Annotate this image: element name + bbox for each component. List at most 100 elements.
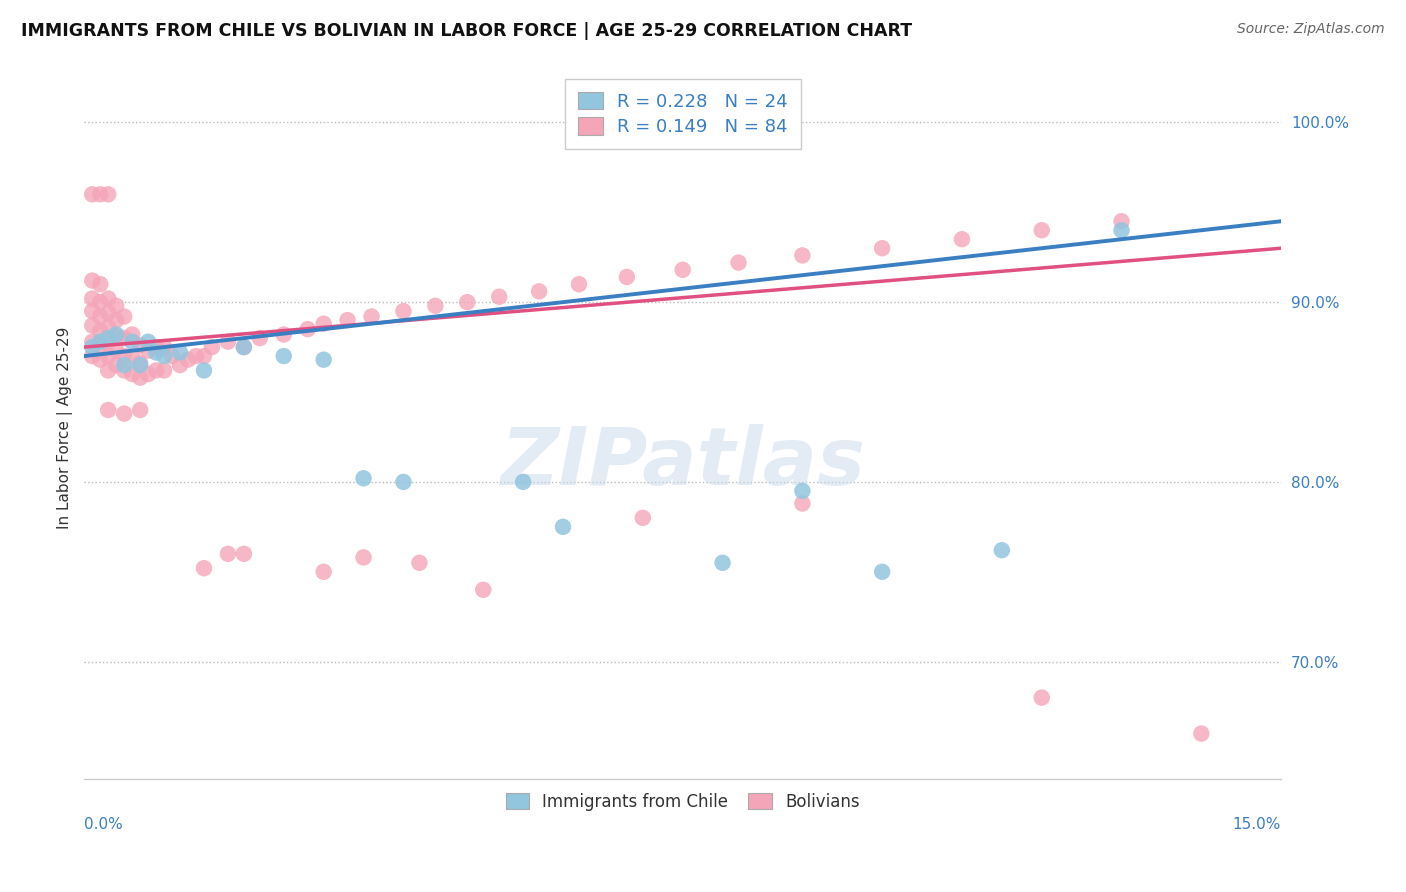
Point (273, 349, 295, 363)
Point (392, 475, 415, 489)
Point (1189, 726, 1212, 740)
Text: IMMIGRANTS FROM CHILE VS BOLIVIAN IN LABOR FORCE | AGE 25-29 CORRELATION CHART: IMMIGRANTS FROM CHILE VS BOLIVIAN IN LAB… (21, 22, 912, 40)
Point (727, 255, 749, 269)
Point (527, 285, 550, 299)
Point (1111, 223, 1133, 237)
Point (392, 304, 415, 318)
Text: 15.0%: 15.0% (1233, 817, 1281, 832)
Point (89, 338, 111, 352)
Point (616, 270, 638, 285)
Point (129, 370, 152, 384)
Point (112, 331, 135, 345)
Point (129, 358, 152, 372)
Point (105, 327, 128, 342)
Point (145, 340, 167, 354)
Point (82, 334, 104, 349)
Point (89, 324, 111, 338)
Point (870, 565, 893, 579)
Point (360, 310, 382, 324)
Point (97, 306, 120, 320)
Text: Source: ZipAtlas.com: Source: ZipAtlas.com (1237, 22, 1385, 37)
Point (312, 352, 335, 367)
Point (89, 295, 111, 310)
Point (105, 358, 128, 372)
Point (153, 363, 176, 377)
Text: ZIPatlas: ZIPatlas (501, 424, 865, 502)
Point (105, 299, 128, 313)
Point (89, 310, 111, 324)
Point (129, 403, 152, 417)
Point (82, 187, 104, 202)
Point (1111, 214, 1133, 228)
Point (950, 232, 973, 246)
Point (153, 340, 176, 354)
Point (512, 475, 534, 489)
Point (711, 556, 734, 570)
Point (312, 565, 335, 579)
Point (121, 334, 143, 349)
Legend: Immigrants from Chile, Bolivians: Immigrants from Chile, Bolivians (498, 785, 868, 819)
Point (105, 329, 128, 343)
Point (82, 340, 104, 354)
Point (105, 313, 128, 327)
Point (97, 334, 120, 349)
Point (136, 334, 159, 349)
Point (568, 277, 591, 292)
Point (177, 352, 200, 367)
Point (217, 334, 239, 349)
Point (89, 187, 111, 202)
Point (136, 367, 159, 381)
Point (129, 356, 152, 370)
Point (82, 318, 104, 333)
Point (232, 340, 254, 354)
Point (112, 310, 135, 324)
Point (97, 363, 120, 377)
Point (297, 322, 319, 336)
Point (169, 345, 191, 359)
Point (353, 471, 375, 485)
Point (136, 343, 159, 358)
Point (631, 511, 654, 525)
Point (105, 343, 128, 358)
Point (82, 304, 104, 318)
Point (672, 262, 695, 277)
Point (121, 367, 143, 381)
Point (121, 349, 143, 363)
Point (1031, 690, 1053, 705)
Point (193, 561, 215, 575)
Point (97, 187, 120, 202)
Point (97, 292, 120, 306)
Point (353, 550, 375, 565)
Point (89, 352, 111, 367)
Point (97, 403, 120, 417)
Point (145, 345, 167, 359)
Point (273, 327, 295, 342)
Point (129, 338, 152, 352)
Point (112, 349, 135, 363)
Point (112, 407, 135, 421)
Point (112, 358, 135, 372)
Point (991, 543, 1014, 558)
Point (249, 331, 271, 345)
Point (217, 547, 239, 561)
Point (97, 349, 120, 363)
Point (160, 349, 183, 363)
Point (232, 340, 254, 354)
Point (112, 363, 135, 377)
Point (82, 274, 104, 288)
Point (551, 520, 574, 534)
Point (97, 331, 120, 345)
Point (425, 299, 447, 313)
Point (792, 496, 814, 510)
Point (145, 363, 167, 377)
Text: 0.0%: 0.0% (84, 817, 124, 832)
Point (792, 483, 814, 498)
Point (82, 349, 104, 363)
Point (232, 547, 254, 561)
Point (472, 582, 495, 597)
Point (82, 292, 104, 306)
Point (201, 340, 224, 354)
Point (193, 349, 215, 363)
Y-axis label: In Labor Force | Age 25-29: In Labor Force | Age 25-29 (58, 326, 73, 529)
Point (870, 241, 893, 255)
